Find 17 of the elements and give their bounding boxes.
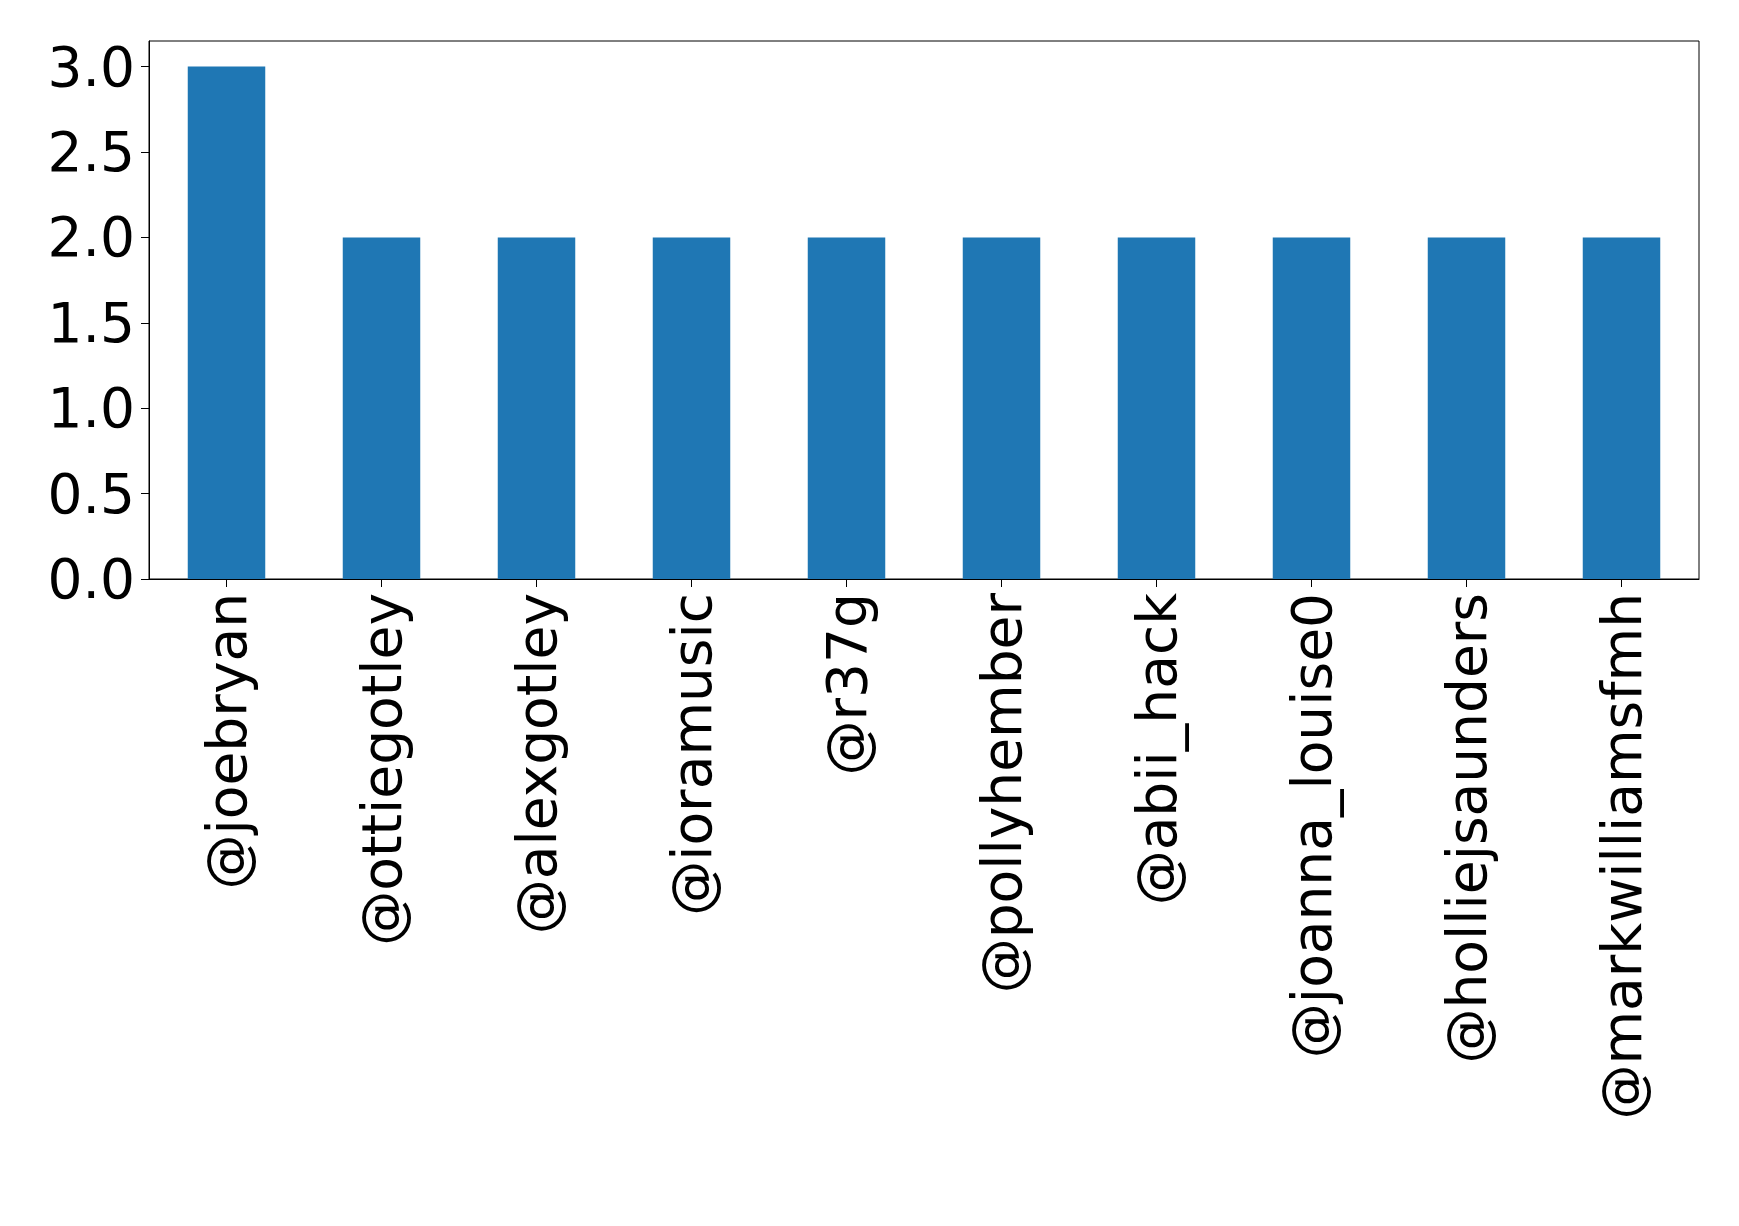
x-tick-label: @joanna_louise0: [1279, 593, 1344, 1059]
y-tick-label: 2.5: [47, 120, 135, 185]
x-tick-label: @r37g: [814, 593, 879, 776]
x-tick-label: @abii_hack: [1124, 592, 1189, 906]
y-tick-label: 3.0: [47, 34, 135, 99]
y-tick-label: 1.0: [47, 376, 135, 441]
y-tick-label: 0.0: [47, 547, 135, 611]
x-tick-label: @alexgotley: [504, 593, 569, 935]
x-tick-label: @markwilliamsfmh: [1589, 593, 1654, 1120]
x-tick-label: @ottiegotley: [349, 593, 414, 946]
x-tick-label: @holliejsaunders: [1434, 593, 1499, 1064]
y-tick-label: 2.0: [47, 205, 135, 270]
x-tick-label: @pollyhember: [969, 592, 1034, 994]
y-tick-label: 1.5: [47, 290, 135, 355]
x-tick-label: @joebryan: [194, 593, 259, 890]
y-tick-label: 0.5: [47, 461, 135, 526]
x-tick-label: @ioramusic: [659, 593, 724, 916]
